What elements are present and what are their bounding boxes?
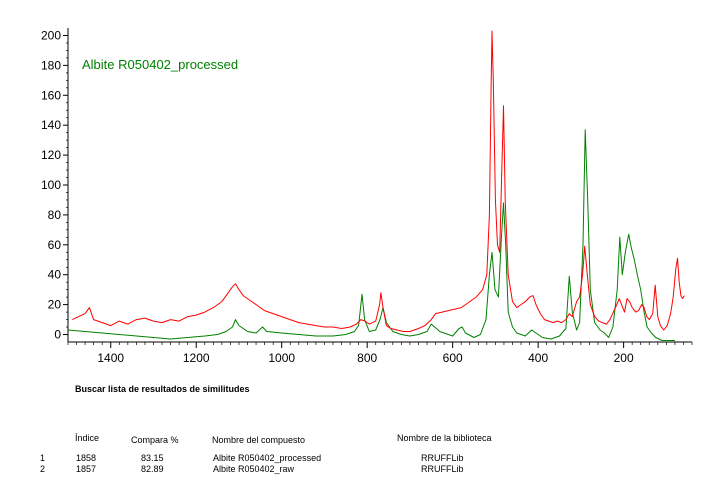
x-tick-label: 1400 [97, 351, 124, 365]
y-tick-label: 40 [48, 268, 62, 282]
header-library: Nombre de la biblioteca [397, 433, 492, 443]
y-tick-label: 160 [41, 88, 61, 102]
x-tick-label: 400 [528, 351, 548, 365]
row-library: RRUFFLib [421, 453, 464, 463]
y-tick-label: 100 [41, 178, 61, 192]
row-compare: 83.15 [141, 453, 164, 463]
header-index: Índice [75, 433, 100, 443]
x-tick-label: 600 [443, 351, 463, 365]
y-tick-label: 60 [48, 238, 62, 252]
row-index: 1857 [76, 464, 97, 474]
y-tick-label: 80 [48, 208, 62, 222]
results-title: Buscar lista de resultados de similitude… [75, 384, 250, 394]
y-tick-label: 180 [41, 58, 61, 72]
y-tick-label: 120 [41, 148, 61, 162]
header-compound: Nombre del compuesto [212, 435, 306, 445]
row-compound: Albite R050402_processed [213, 453, 322, 463]
y-tick-label: 0 [54, 328, 61, 342]
y-tick-label: 140 [41, 118, 61, 132]
series-line-1 [67, 129, 675, 341]
header-compare: Compara % [131, 435, 179, 445]
series-layer [67, 30, 685, 341]
legend-label: Albite R050402_processed [82, 57, 238, 72]
row-compound: Albite R050402_raw [213, 464, 295, 474]
row-number: 2 [40, 464, 46, 474]
x-tick-label: 800 [357, 351, 377, 365]
row-number: 1 [40, 453, 46, 463]
spectrum-chart: 0 20 40 60 80 100 120 140 160 180 200 1400 1200 1000 8… [41, 28, 693, 365]
x-tick-label: 1000 [268, 351, 295, 365]
y-tick-label: 20 [48, 298, 62, 312]
series-line-2 [72, 30, 685, 332]
x-tick-label: 1200 [183, 351, 210, 365]
row-index: 1858 [76, 453, 97, 463]
chart-axes: 0 20 40 60 80 100 120 140 160 180 200 1400 1200 1000 8… [41, 28, 693, 365]
row-library: RRUFFLib [421, 464, 464, 474]
y-tick-label: 200 [41, 28, 61, 42]
x-tick-label: 200 [614, 351, 634, 365]
row-compare: 82.89 [141, 464, 164, 474]
